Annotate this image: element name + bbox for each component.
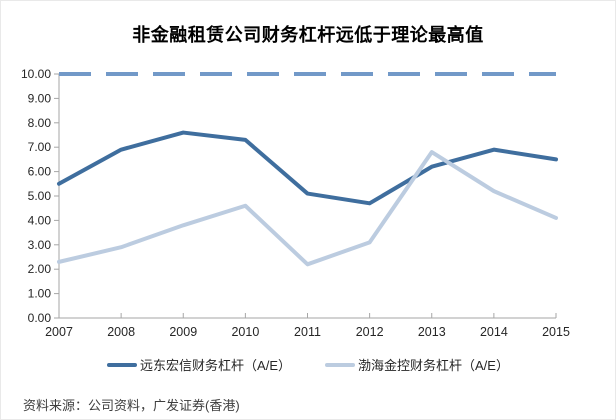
x-tick-label: 2012: [356, 325, 384, 339]
chart-title: 非金融租赁公司财务杠杆远低于理论最高值: [132, 25, 484, 45]
y-tick-label: 8.00: [28, 116, 52, 130]
y-tick-label: 0.00: [28, 311, 52, 325]
y-tick-label: 10.00: [21, 67, 51, 81]
x-tick-label: 2015: [542, 325, 570, 339]
chart-legend: 远东宏信财务杠杆（A/E） 渤海金控财务杠杆（A/E）: [1, 355, 615, 374]
legend-item-yuandong-hongxin: 远东宏信财务杠杆（A/E）: [107, 355, 291, 374]
legend-swatch-dark-line: [107, 362, 138, 367]
y-tick-label: 2.00: [28, 262, 52, 276]
legend-swatch-light-line: [325, 362, 355, 367]
y-tick-label: 4.00: [28, 213, 52, 227]
y-tick-label: 5.00: [28, 189, 52, 203]
series-line-0: [57, 130, 558, 206]
y-tick-label: 6.00: [28, 165, 52, 179]
source-note: 资料来源：公司资料，广发证券(香港): [23, 398, 240, 413]
legend-item-bohai-jinkong: 渤海金控财务杠杆（A/E）: [325, 355, 509, 374]
x-tick-label: 2014: [480, 325, 508, 339]
y-tick-label: 1.00: [28, 287, 52, 301]
line-chart-canvas: 0.00 1.00 2.00 3.00 4.00 5.00 6.00 7.00 8.00 9.00…: [21, 67, 570, 339]
x-tick-label: 2007: [45, 325, 73, 339]
x-tick-label: 2013: [418, 325, 446, 339]
x-tick-label: 2010: [231, 325, 259, 339]
series-line-1: [57, 150, 558, 267]
y-tick-label: 7.00: [28, 140, 52, 154]
x-tick-label: 2008: [107, 325, 135, 339]
legend-label-bohai-jinkong: 渤海金控财务杠杆（A/E）: [358, 358, 509, 373]
x-tick-label: 2011: [294, 325, 321, 339]
legend-label-yuandong-hongxin: 远东宏信财务杠杆（A/E）: [140, 358, 291, 373]
x-tick-label: 2009: [169, 325, 197, 339]
y-tick-label: 3.00: [28, 238, 52, 252]
y-tick-label: 9.00: [28, 91, 52, 105]
